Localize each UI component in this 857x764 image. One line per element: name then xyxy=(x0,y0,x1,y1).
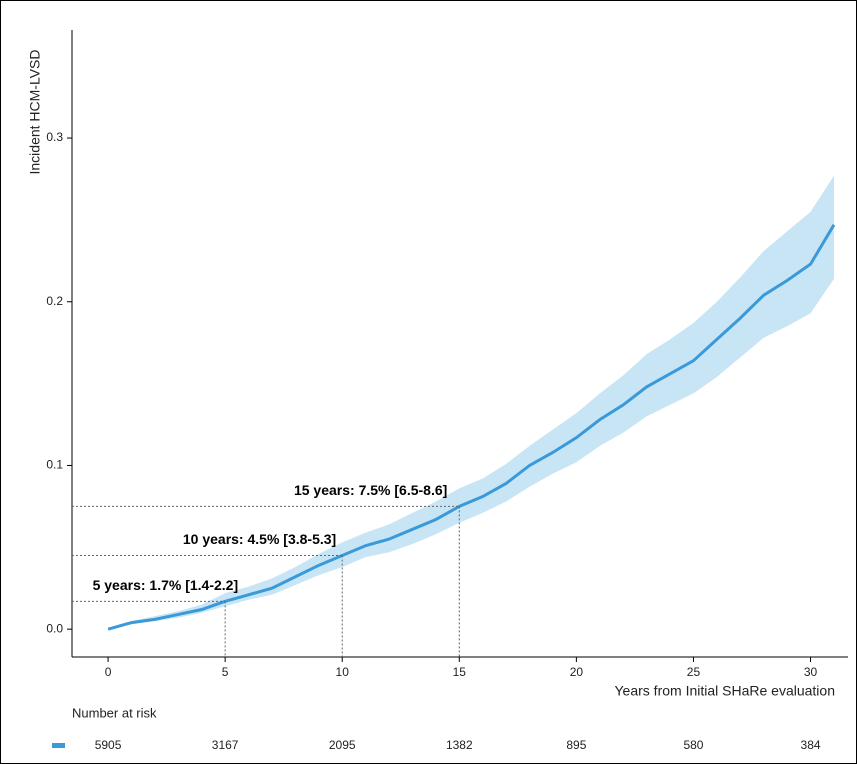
y-tick-label: 0.1 xyxy=(46,458,63,472)
line xyxy=(107,224,836,631)
legend-swatch xyxy=(52,743,65,748)
risk-count: 384 xyxy=(801,738,821,752)
x-tick-label: 15 xyxy=(453,665,467,679)
risk-count: 3167 xyxy=(212,738,239,752)
y-axis-label: Incident HCM-LVSD xyxy=(27,49,43,174)
x-tick-label: 5 xyxy=(222,665,229,679)
annotation-label: 15 years: 7.5% [6.5-8.6] xyxy=(294,482,447,498)
risk-count: 5905 xyxy=(95,738,122,752)
risk-count: 1382 xyxy=(446,738,473,752)
y-tick-label: 0.2 xyxy=(46,294,63,308)
y-tick-label: 0.3 xyxy=(46,130,63,144)
x-axis-label: Years from Initial SHaRe evaluation xyxy=(615,683,836,699)
risk-count: 895 xyxy=(566,738,586,752)
x-tick-label: 25 xyxy=(687,665,701,679)
annotation-label: 10 years: 4.5% [3.8-5.3] xyxy=(183,531,336,547)
x-tick-label: 10 xyxy=(336,665,350,679)
x-tick-label: 0 xyxy=(105,665,112,679)
y-tick-label: 0.0 xyxy=(46,621,63,635)
risk-count: 580 xyxy=(683,738,703,752)
annotation-label: 5 years: 1.7% [1.4-2.2] xyxy=(93,577,239,593)
risk-count: 2095 xyxy=(329,738,356,752)
risk-table-title: Number at risk xyxy=(72,705,157,720)
x-tick-label: 20 xyxy=(570,665,584,679)
x-tick-label: 30 xyxy=(804,665,818,679)
